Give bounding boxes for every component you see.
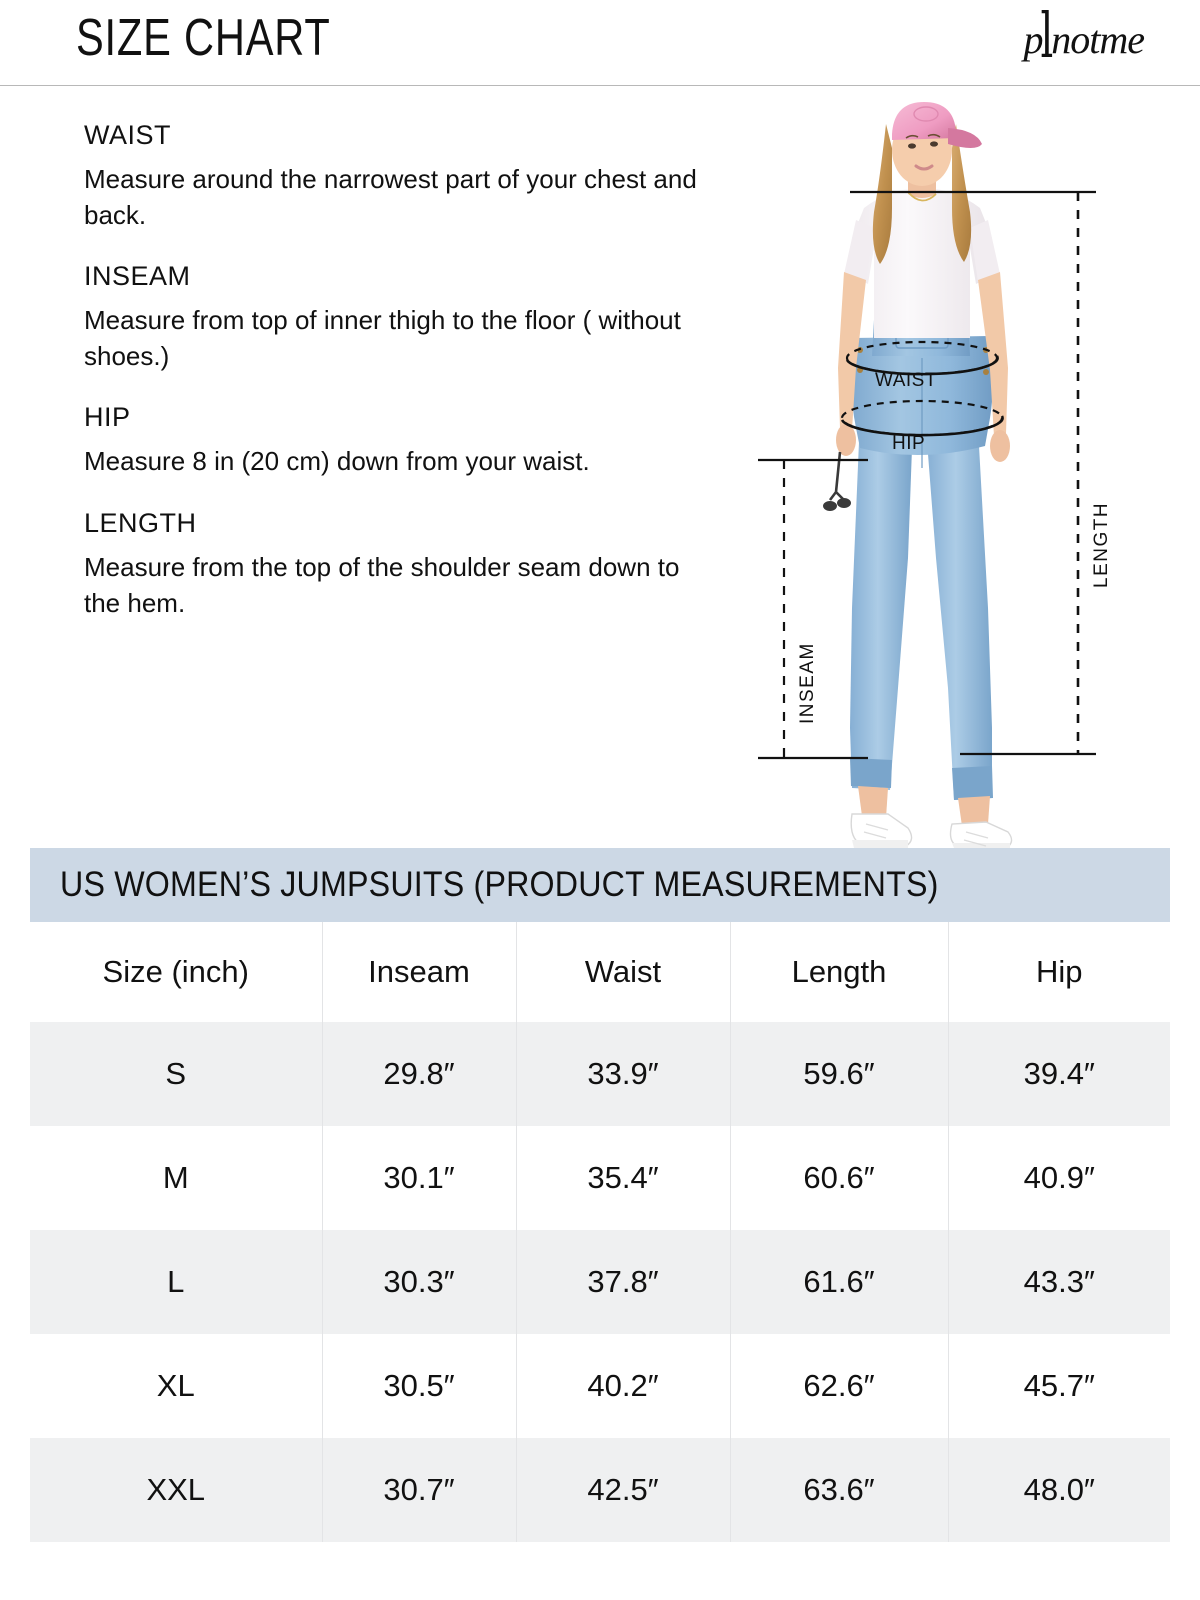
cell-length: 60.6″	[730, 1126, 949, 1230]
table-row: XL 30.5″ 40.2″ 62.6″ 45.7″	[30, 1334, 1170, 1438]
table-band-title: US WOMEN’S JUMPSUITS (PRODUCT MEASUREMEN…	[60, 865, 939, 904]
logo-suffix: notme	[1051, 17, 1145, 62]
table-band-header: US WOMEN’S JUMPSUITS (PRODUCT MEASUREMEN…	[30, 848, 1170, 922]
brow-right	[927, 133, 941, 138]
arm-right	[978, 272, 1008, 436]
sunglass-lens-left	[823, 501, 837, 511]
sunglasses-icon	[828, 451, 844, 501]
cell-inseam: 30.1″	[322, 1126, 517, 1230]
brand-logo: plnotme	[1023, 1, 1145, 72]
cell-size: L	[30, 1230, 323, 1334]
cell-hip: 48.0″	[948, 1438, 1170, 1542]
instruction-text: Measure from top of inner thigh to the f…	[84, 305, 681, 371]
table-row: XXL 30.7″ 42.5″ 63.6″ 48.0″	[30, 1438, 1170, 1542]
instruction-term: HIP	[84, 402, 131, 433]
header-divider	[0, 85, 1200, 86]
cell-size: XXL	[30, 1438, 323, 1542]
instruction-block-hip: HIP Measure 8 in (20 cm) down from your …	[84, 402, 704, 480]
eye-right	[930, 141, 938, 147]
cell-hip: 39.4″	[948, 1022, 1170, 1126]
laces-left	[863, 823, 889, 839]
waist-callout-label: WAIST	[875, 370, 937, 391]
cell-hip: 40.9″	[948, 1126, 1170, 1230]
necklace	[907, 191, 937, 202]
sunglass-lens-right	[837, 498, 851, 508]
table-row: L 30.3″ 37.8″ 61.6″ 43.3″	[30, 1230, 1170, 1334]
cell-size: M	[30, 1126, 323, 1230]
sneaker-right-sole	[952, 843, 1010, 848]
laces-right	[963, 831, 989, 847]
measurement-instructions: WAIST Measure around the narrowest part …	[84, 120, 704, 621]
instruction-block-length: LENGTH Measure from the top of the shoul…	[84, 508, 704, 621]
cell-inseam: 30.3″	[322, 1230, 517, 1334]
hand-left	[836, 424, 856, 456]
column-header-size: Size (inch)	[30, 922, 323, 1022]
hand-right	[990, 430, 1010, 462]
hip-callout-label: HIP	[892, 433, 926, 454]
hair-left	[872, 124, 892, 264]
eye-left	[908, 143, 916, 149]
table-row: S 29.8″ 33.9″ 59.6″ 39.4″	[30, 1022, 1170, 1126]
waist-ellipse-solid	[845, 355, 999, 376]
instruction-text: Measure 8 in (20 cm) down from your wais…	[84, 446, 590, 477]
cell-length: 59.6″	[730, 1022, 949, 1126]
instruction-text: Measure from the top of the shoulder sea…	[84, 552, 680, 618]
hip-ellipse-solid	[840, 415, 1004, 437]
cell-inseam: 30.7″	[322, 1438, 517, 1542]
cell-inseam: 30.5″	[322, 1334, 517, 1438]
table-header-row: Size (inch) Inseam Waist Length Hip	[30, 922, 1170, 1022]
column-header-hip: Hip	[948, 922, 1170, 1022]
cell-waist: 33.9″	[516, 1022, 731, 1126]
instruction-term: LENGTH	[84, 508, 197, 539]
cap-embroidery	[913, 106, 939, 122]
page-header: SIZE CHART plnotme	[0, 0, 1200, 86]
instruction-text: Measure around the narrowest part of you…	[84, 164, 697, 230]
left-cuff	[850, 758, 892, 788]
cell-size: XL	[30, 1334, 323, 1438]
page-title: SIZE CHART	[76, 9, 331, 67]
ankle-left	[858, 786, 888, 818]
size-table-section: US WOMEN’S JUMPSUITS (PRODUCT MEASUREMEN…	[30, 848, 1170, 1542]
cell-length: 61.6″	[730, 1230, 949, 1334]
instruction-block-inseam: INSEAM Measure from top of inner thigh t…	[84, 261, 704, 374]
logo-prefix: p	[1023, 17, 1043, 62]
model-photo-panel: WAIST HIP INSEAM LENGTH	[740, 88, 1160, 848]
instruction-block-waist: WAIST Measure around the narrowest part …	[84, 120, 704, 233]
length-callout-label: LENGTH	[1091, 501, 1112, 588]
side-button-right-2	[983, 369, 989, 375]
cell-waist: 37.8″	[516, 1230, 731, 1334]
overall-left-leg	[850, 418, 912, 790]
size-measurements-table: Size (inch) Inseam Waist Length Hip S 29…	[30, 922, 1170, 1542]
cell-waist: 35.4″	[516, 1126, 731, 1230]
mouth	[914, 164, 934, 171]
right-cuff	[952, 766, 993, 800]
instruction-term: WAIST	[84, 120, 171, 150]
pink-cap-brim	[948, 128, 982, 148]
model-illustration	[758, 102, 1096, 848]
instruction-term: INSEAM	[84, 261, 191, 292]
cell-hip: 43.3″	[948, 1230, 1170, 1334]
column-header-inseam: Inseam	[322, 922, 517, 1022]
logo-glyph: l	[1040, 1, 1053, 73]
cell-length: 62.6″	[730, 1334, 949, 1438]
column-header-waist: Waist	[516, 922, 731, 1022]
cell-waist: 40.2″	[516, 1334, 731, 1438]
cell-hip: 45.7″	[948, 1334, 1170, 1438]
column-header-length: Length	[730, 922, 949, 1022]
arm-left	[838, 272, 866, 430]
inseam-callout-label: INSEAM	[797, 642, 818, 724]
overall-right-leg	[926, 428, 992, 800]
cell-size: S	[30, 1022, 323, 1126]
cell-length: 63.6″	[730, 1438, 949, 1542]
cell-waist: 42.5″	[516, 1438, 731, 1542]
brow-left	[905, 134, 919, 139]
sleeve-right	[970, 220, 1000, 282]
table-row: M 30.1″ 35.4″ 60.6″ 40.9″	[30, 1126, 1170, 1230]
cell-inseam: 29.8″	[322, 1022, 517, 1126]
sleeve-left	[844, 220, 874, 282]
white-tshirt	[852, 188, 992, 338]
ankle-right	[958, 796, 990, 826]
sneaker-left-sole	[852, 840, 908, 848]
